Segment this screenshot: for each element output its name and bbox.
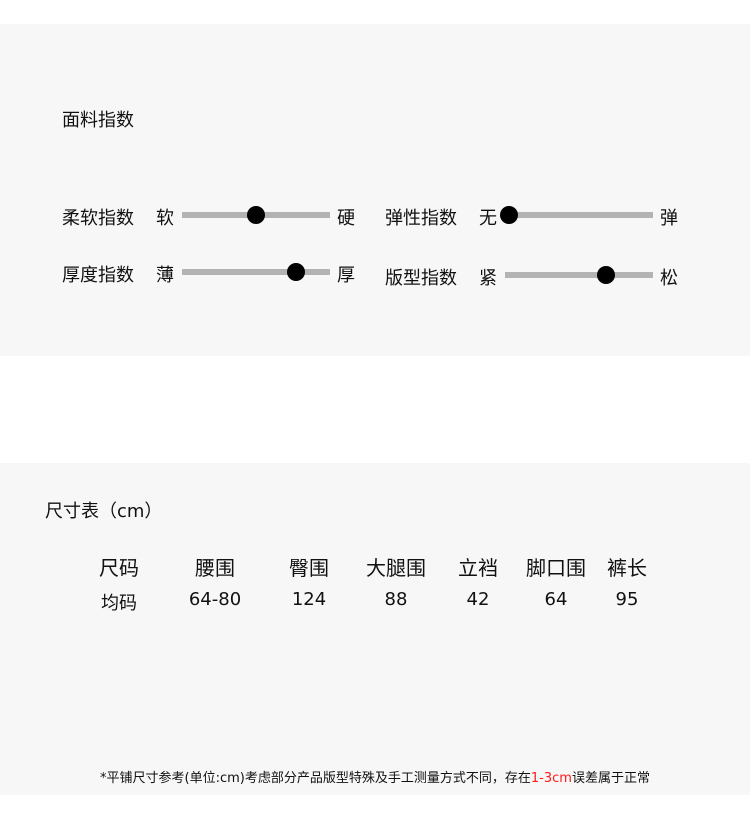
note-text: *平铺尺寸参考(单位:cm)考虑部分产品版型特殊及手工测量方式不同，存在	[100, 771, 531, 786]
fabric-title: 面料指数	[62, 110, 134, 131]
table-cell: 均码	[101, 593, 137, 614]
slider-knob[interactable]	[247, 206, 265, 224]
table-cell: 64	[544, 589, 568, 610]
slider-min-label: 薄	[156, 265, 174, 286]
slider-min-label: 无	[479, 208, 497, 229]
note-text-end: 误差属于正常	[571, 771, 650, 786]
table-cell: 88	[384, 589, 408, 610]
note-highlight: 1-3cm	[530, 771, 572, 786]
size-title: 尺寸表（cm）	[45, 501, 163, 522]
slider-track[interactable]	[500, 206, 653, 224]
table-cell: 95	[615, 589, 639, 610]
slider-knob[interactable]	[286, 263, 305, 281]
table-cell: 42	[466, 589, 490, 610]
slider-knob[interactable]	[596, 266, 615, 284]
slider-label: 柔软指数	[62, 208, 134, 229]
slider-label: 版型指数	[385, 268, 457, 289]
slider-label: 厚度指数	[62, 265, 134, 286]
slider-max-label: 厚	[337, 265, 355, 286]
slider-knob[interactable]	[500, 206, 519, 224]
fabric-panel	[0, 24, 750, 356]
size-note: *平铺尺寸参考(单位:cm)考虑部分产品版型特殊及手工测量方式不同，存在1-3c…	[0, 767, 750, 786]
table-header: 脚口围	[526, 556, 586, 580]
table-header: 尺码	[99, 556, 139, 580]
table-header: 大腿围	[366, 556, 426, 580]
table-cell: 64-80	[188, 589, 242, 610]
slider-track[interactable]	[505, 266, 653, 284]
slider-min-label: 紧	[479, 268, 497, 289]
table-header: 立裆	[458, 556, 498, 580]
table-header: 臀围	[289, 556, 329, 580]
size-panel	[0, 463, 750, 795]
slider-label: 弹性指数	[385, 208, 457, 229]
slider-max-label: 弹	[660, 208, 678, 229]
slider-track[interactable]	[182, 206, 330, 224]
table-header: 腰围	[195, 556, 235, 580]
table-cell: 124	[291, 589, 327, 610]
slider-min-label: 软	[156, 208, 174, 229]
slider-track[interactable]	[182, 263, 330, 281]
slider-max-label: 松	[660, 268, 678, 289]
slider-max-label: 硬	[337, 208, 355, 229]
table-header: 裤长	[607, 556, 647, 580]
